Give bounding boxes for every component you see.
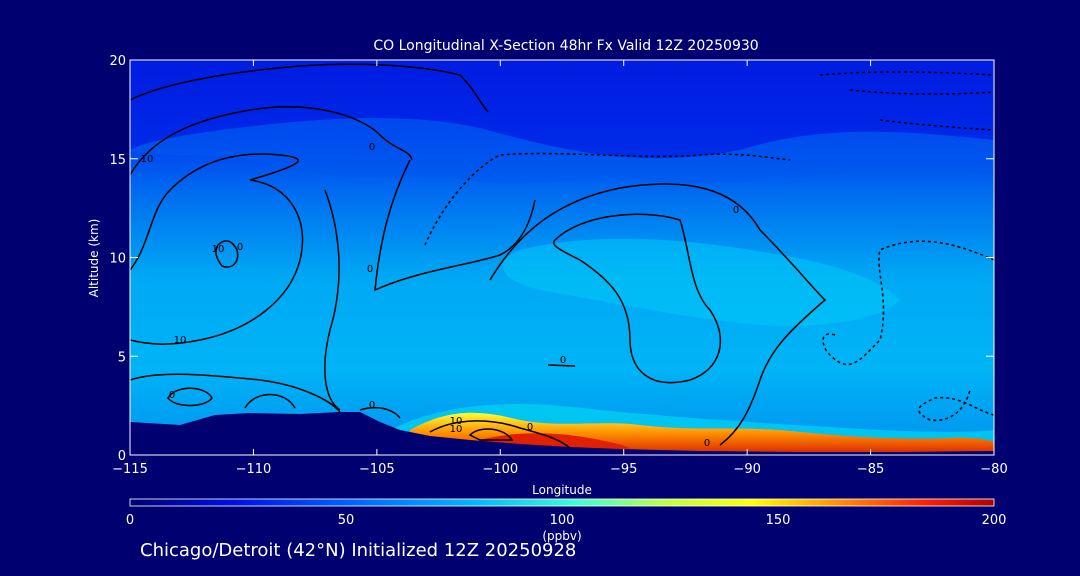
contour-dashed-upper: [424, 152, 791, 246]
contour-surface-inner: [468, 428, 514, 441]
y-tick-label: 10: [109, 252, 126, 267]
contour-surface-0: [359, 406, 401, 419]
contour-label: 0: [733, 205, 739, 216]
contour-label: 0: [367, 264, 373, 275]
contour-right-loop: [553, 213, 721, 384]
contour-label: 10: [450, 424, 463, 435]
contour-small-loop: [215, 240, 239, 268]
contour-dashed-right: [822, 240, 994, 422]
y-tick-label: 5: [118, 350, 126, 365]
x-tick-label: −105: [359, 462, 395, 477]
mid-concentration-band: [130, 118, 994, 184]
contour-low-bump-1: [167, 387, 213, 407]
colorbar-tick-label: 50: [338, 513, 355, 528]
y-tick-label: 0: [118, 449, 126, 464]
contour-dashed-top-right: [819, 71, 994, 131]
contour-lines: [130, 63, 994, 449]
contour-upper-left: [130, 63, 489, 113]
contour-low-left: [130, 373, 341, 413]
contour-label: 10: [212, 244, 225, 255]
colorbar-units: (ppbv): [542, 529, 581, 543]
colorbar-tick-label: 200: [982, 513, 1007, 528]
caption: Chicago/Detroit (42°N) Initialized 12Z 2…: [140, 540, 577, 561]
contour-label: 0: [369, 400, 375, 411]
contour-left-outer: [130, 106, 413, 176]
contour-surface-10: [429, 420, 571, 449]
terrain: [130, 412, 994, 455]
low-concentration-band: [130, 60, 994, 159]
y-axis-label: Altitude (km): [87, 219, 101, 298]
colorbar-tick-label: 150: [766, 513, 791, 528]
contour-label: 0: [237, 242, 243, 253]
x-tick-label: −110: [236, 462, 272, 477]
x-tick-label: −95: [610, 462, 637, 477]
x-tick-label: −85: [857, 462, 884, 477]
contour-center-vertical: [374, 159, 536, 292]
contour-tiny-arrow: [547, 364, 576, 367]
y-axis: 0 5 10 15 20: [109, 54, 994, 464]
contour-low-bump-2: [244, 393, 296, 409]
x-axis-label: Longitude: [532, 483, 592, 497]
contour-label: 10: [174, 335, 187, 346]
contour-label: 0: [169, 390, 175, 401]
contour-label: 0: [527, 422, 533, 433]
colorbar: [129, 498, 995, 507]
contour-label: 0: [704, 438, 710, 449]
colorbar-ticks: 0 50 100 150 200: [126, 513, 1007, 528]
contour-mid-vertical: [324, 189, 341, 411]
x-tick-label: −90: [733, 462, 760, 477]
x-tick-label: −115: [112, 462, 148, 477]
x-axis: −115 −110 −105 −100 −95 −90 −85 −80: [112, 60, 1008, 477]
colorbar-tick-label: 0: [126, 513, 134, 528]
contour-label: 10: [141, 154, 154, 165]
contour-label: 10: [450, 416, 463, 427]
x-tick-label: −100: [482, 462, 518, 477]
contour-label: 0: [369, 142, 375, 153]
chart-title: CO Longitudinal X-Section 48hr Fx Valid …: [373, 38, 758, 54]
y-tick-label: 20: [109, 54, 126, 69]
plot-area: [130, 60, 994, 455]
contour-left-middle: [130, 153, 304, 345]
y-tick-label: 15: [109, 153, 126, 168]
cyan-plume: [502, 238, 900, 327]
contour-right-outer: [489, 183, 827, 446]
x-tick-label: −80: [980, 462, 1007, 477]
contour-label: 0: [560, 355, 566, 366]
colorbar-tick-label: 100: [550, 513, 575, 528]
